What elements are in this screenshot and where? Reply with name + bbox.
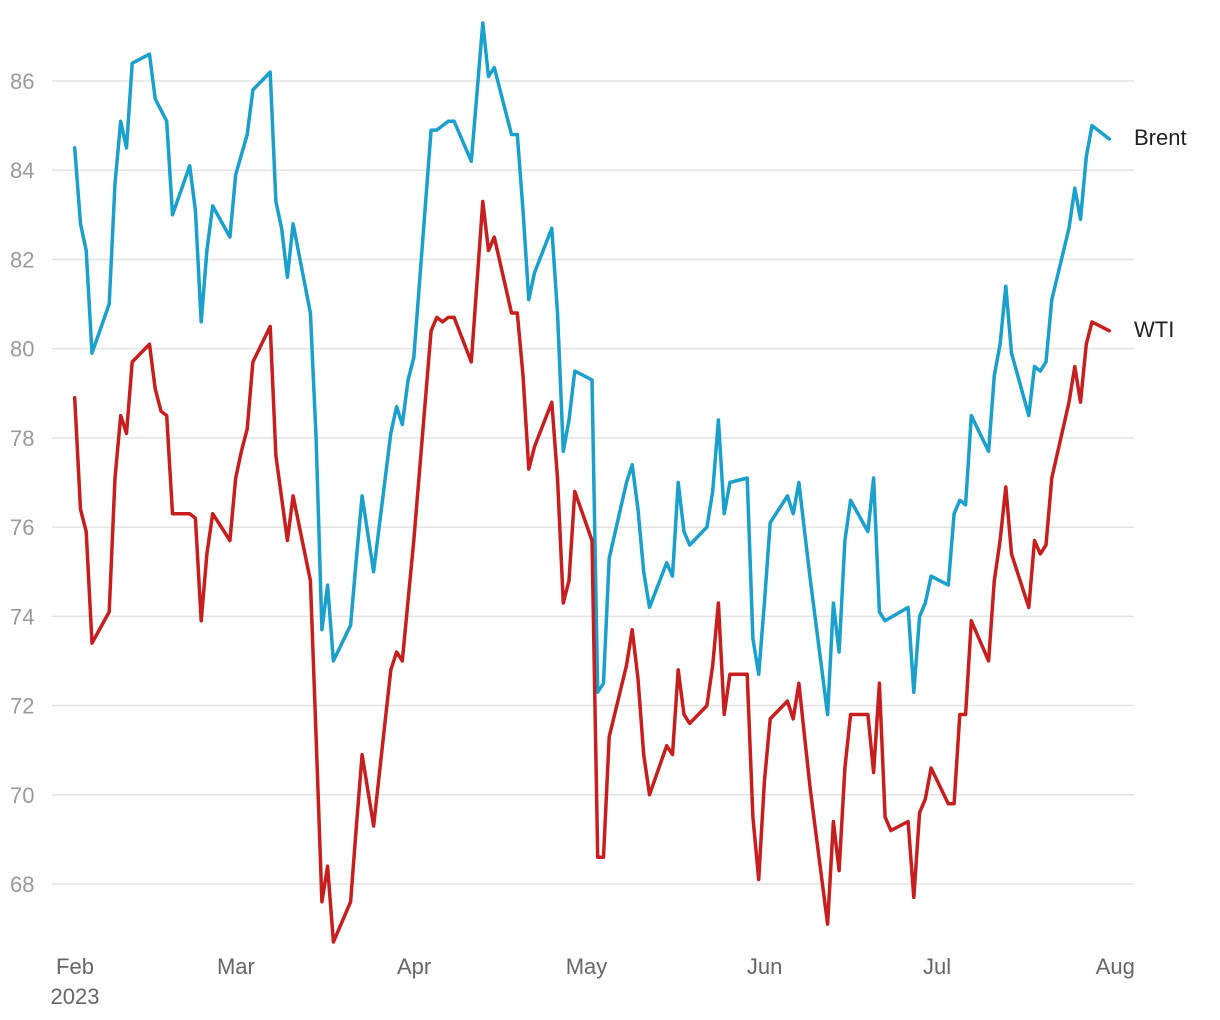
series-line-brent: [72, 21, 1112, 717]
series-label-wti: WTI: [1134, 317, 1174, 342]
x-tick-label-feb: Feb: [56, 954, 94, 979]
x-tick-label-mar: Mar: [217, 954, 255, 979]
x-tick-label-jul: Jul: [923, 954, 951, 979]
y-tick-label: 86: [10, 69, 34, 94]
y-tick-label: 82: [10, 247, 34, 272]
y-tick-label: 74: [10, 604, 34, 629]
series-line-wti: [72, 199, 1112, 944]
series-end-labels: Brent WTI: [1134, 125, 1187, 342]
y-tick-label: 70: [10, 783, 34, 808]
x-tick-label-jun: Jun: [747, 954, 782, 979]
y-tick-label: 68: [10, 872, 34, 897]
x-tick-label-may: May: [566, 954, 608, 979]
x-axis-tick-labels: 2023 Feb Mar Apr May Jun Jul Aug: [51, 954, 1135, 1009]
y-axis-tick-labels: 68 70 72 74 76 78 80 82 84 86: [10, 69, 34, 897]
y-tick-label: 84: [10, 158, 34, 183]
x-axis-year-label: 2023: [51, 984, 100, 1009]
y-tick-label: 80: [10, 337, 34, 362]
y-tick-label: 76: [10, 515, 34, 540]
x-tick-label-apr: Apr: [397, 954, 431, 979]
y-tick-label: 78: [10, 426, 34, 451]
series-label-brent: Brent: [1134, 125, 1187, 150]
series-lines: [72, 21, 1112, 944]
x-tick-label-aug: Aug: [1096, 954, 1135, 979]
y-tick-label: 72: [10, 694, 34, 719]
